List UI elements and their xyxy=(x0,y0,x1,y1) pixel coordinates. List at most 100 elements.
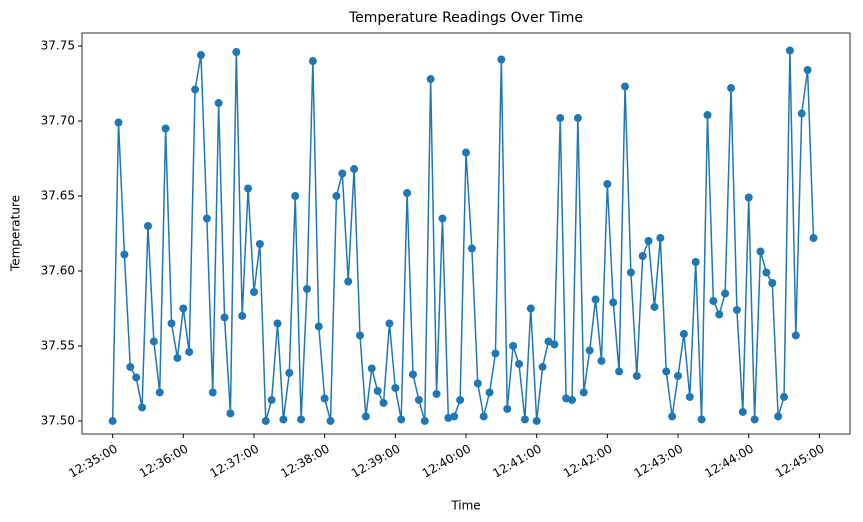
marker xyxy=(509,341,518,350)
marker xyxy=(785,46,794,55)
marker xyxy=(173,353,182,362)
line xyxy=(111,50,815,422)
marker xyxy=(762,268,771,277)
marker xyxy=(615,367,624,376)
marker xyxy=(120,250,129,259)
marker xyxy=(214,99,223,108)
marker xyxy=(179,304,188,313)
y-tick-label: 37.75 xyxy=(41,39,75,53)
marker xyxy=(244,184,253,193)
marker xyxy=(108,416,117,425)
marker xyxy=(161,124,170,133)
marker xyxy=(308,57,317,66)
marker xyxy=(679,329,688,338)
marker xyxy=(373,386,382,395)
marker xyxy=(727,84,736,93)
marker xyxy=(715,310,724,319)
marker xyxy=(573,114,582,123)
x-tick-label: 12:40:00 xyxy=(420,442,474,481)
marker xyxy=(603,180,612,189)
marker xyxy=(232,48,241,57)
marker xyxy=(662,367,671,376)
marker xyxy=(208,388,217,397)
x-axis-label: Time xyxy=(450,499,480,513)
marker xyxy=(668,412,677,421)
marker xyxy=(626,268,635,277)
x-tick-label: 12:45:00 xyxy=(773,442,827,481)
marker xyxy=(703,111,712,120)
marker xyxy=(579,388,588,397)
y-tick-label: 37.55 xyxy=(41,338,75,352)
marker xyxy=(744,193,753,202)
marker xyxy=(674,371,683,380)
marker xyxy=(385,319,394,328)
marker xyxy=(597,356,606,365)
marker xyxy=(226,409,235,418)
marker xyxy=(391,383,400,392)
marker xyxy=(721,289,730,298)
marker xyxy=(379,398,388,407)
marker xyxy=(220,313,229,322)
marker xyxy=(503,404,512,413)
marker xyxy=(450,412,459,421)
marker xyxy=(285,368,294,377)
x-tick-label: 12:36:00 xyxy=(137,442,191,481)
marker xyxy=(414,395,423,404)
marker xyxy=(149,337,158,346)
y-tick-label: 37.70 xyxy=(41,114,75,128)
marker xyxy=(568,395,577,404)
marker xyxy=(314,322,323,331)
marker xyxy=(691,257,700,266)
x-tick-label: 12:44:00 xyxy=(702,442,756,481)
marker xyxy=(591,295,600,304)
marker xyxy=(809,233,818,242)
marker xyxy=(756,247,765,256)
x-tick-label: 12:35:00 xyxy=(66,442,120,481)
marker xyxy=(143,222,152,231)
x-tick-label: 12:38:00 xyxy=(278,442,332,481)
chart-title: Temperature Readings Over Time xyxy=(348,10,583,26)
marker xyxy=(355,331,364,340)
marker xyxy=(155,388,164,397)
marker xyxy=(132,373,141,382)
marker xyxy=(114,118,123,127)
marker xyxy=(185,347,194,356)
marker xyxy=(297,415,306,424)
marker xyxy=(685,392,694,401)
y-axis-label: Temperature xyxy=(9,195,23,272)
marker xyxy=(320,394,329,403)
marker xyxy=(497,55,506,64)
marker xyxy=(473,379,482,388)
marker xyxy=(621,82,630,91)
plot-frame xyxy=(81,32,851,435)
marker xyxy=(420,416,429,425)
y-tick-label: 37.60 xyxy=(41,263,75,277)
marker xyxy=(191,85,200,94)
marker xyxy=(803,66,812,75)
y-tick-label: 37.65 xyxy=(41,189,75,203)
marker xyxy=(520,415,529,424)
marker xyxy=(697,415,706,424)
marker xyxy=(632,371,641,380)
marker xyxy=(526,304,535,313)
marker xyxy=(338,169,347,178)
marker xyxy=(167,319,176,328)
marker xyxy=(638,251,647,260)
marker xyxy=(768,278,777,287)
x-tick-label: 12:39:00 xyxy=(349,442,403,481)
marker xyxy=(350,165,359,174)
marker xyxy=(291,192,300,201)
marker xyxy=(367,364,376,373)
marker xyxy=(556,114,565,123)
x-tick-label: 12:37:00 xyxy=(208,442,262,481)
marker xyxy=(791,331,800,340)
marker xyxy=(774,412,783,421)
marker xyxy=(302,284,311,293)
marker xyxy=(797,109,806,118)
marker xyxy=(515,359,524,368)
marker xyxy=(609,298,618,307)
marker xyxy=(249,287,258,296)
marker xyxy=(196,51,205,60)
